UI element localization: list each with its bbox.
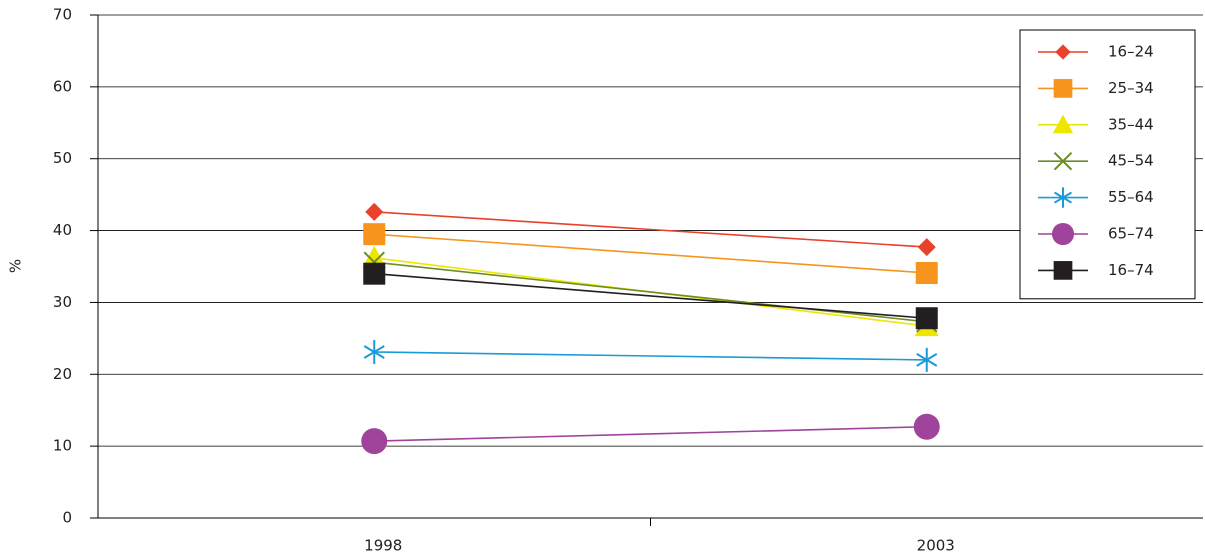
- y-tick-label: 50: [53, 149, 72, 167]
- legend-label: 16–24: [1108, 43, 1154, 61]
- legend-box: [1019, 29, 1196, 300]
- point: [915, 261, 938, 284]
- legend-label: 55–64: [1108, 188, 1154, 206]
- legend-label: 45–54: [1108, 152, 1154, 170]
- legend-label: 25–34: [1108, 79, 1154, 97]
- series-line: [374, 261, 927, 323]
- y-tick-label: 60: [53, 77, 72, 95]
- series-line: [374, 211, 927, 248]
- legend-marker: [1053, 261, 1073, 280]
- x-tick-label: 2003: [917, 537, 955, 555]
- legend-label: 65–74: [1108, 225, 1154, 243]
- legend-marker: [1055, 44, 1071, 60]
- point: [363, 262, 386, 285]
- series-line: [374, 425, 927, 442]
- y-tick-label: 10: [53, 437, 72, 455]
- point: [361, 428, 388, 455]
- legend-marker: [1052, 114, 1074, 134]
- y-tick-label: 0: [62, 509, 72, 527]
- point: [913, 413, 940, 440]
- series-line: [374, 351, 927, 361]
- series-line: [374, 233, 927, 274]
- point: [917, 238, 936, 257]
- legend-marker: [1053, 79, 1073, 98]
- legend-label: 35–44: [1108, 115, 1154, 133]
- point: [363, 223, 386, 246]
- x-tick-label: 1998: [364, 537, 402, 555]
- point: [363, 340, 385, 365]
- point: [915, 307, 938, 330]
- point: [916, 347, 938, 372]
- point: [362, 245, 387, 268]
- y-tick-label: 40: [53, 221, 72, 239]
- series-line: [374, 272, 927, 320]
- y-tick-label: 30: [53, 293, 72, 311]
- y-tick-label: 20: [53, 365, 72, 383]
- legend-label: 16–74: [1108, 261, 1154, 279]
- legend-marker: [1053, 151, 1073, 171]
- y-axis-label: %: [7, 259, 25, 273]
- y-tick-label: 70: [53, 6, 72, 24]
- legend-marker: [1051, 222, 1075, 246]
- legend-marker: [1053, 187, 1073, 208]
- point: [365, 202, 384, 221]
